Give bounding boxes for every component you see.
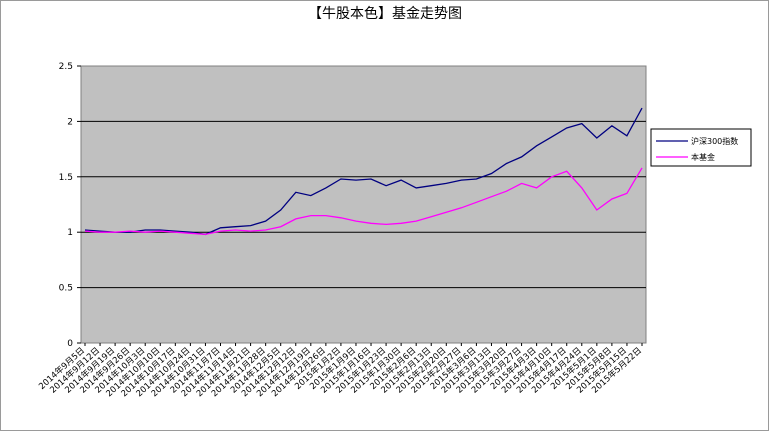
plot-area <box>80 65 647 344</box>
legend-label-fund: 本基金 <box>691 152 715 162</box>
chart-title: 【牛股本色】基金走势图 <box>308 5 462 22</box>
y-axis-ticks: 2.5 2 1.5 1 0.5 0 <box>59 62 81 349</box>
y-tick-label: 1.5 <box>59 173 73 183</box>
legend-box <box>650 128 752 167</box>
y-tick-label: 2.5 <box>59 62 73 72</box>
y-tick-label: 1 <box>67 228 73 238</box>
y-tick-label: 2 <box>67 117 73 127</box>
legend: 沪深300指数 本基金 <box>650 128 752 167</box>
series-line-fund <box>84 167 643 236</box>
x-axis-ticks: 2014年9月5日2014年9月12日2014年9月19日2014年9月26日2… <box>37 343 644 399</box>
legend-label-csi300: 沪深300指数 <box>691 136 738 146</box>
y-tick-label: 0 <box>67 339 73 349</box>
y-tick-label: 0.5 <box>59 284 73 294</box>
series-line-csi300 <box>84 107 643 236</box>
series-lines <box>84 107 643 236</box>
